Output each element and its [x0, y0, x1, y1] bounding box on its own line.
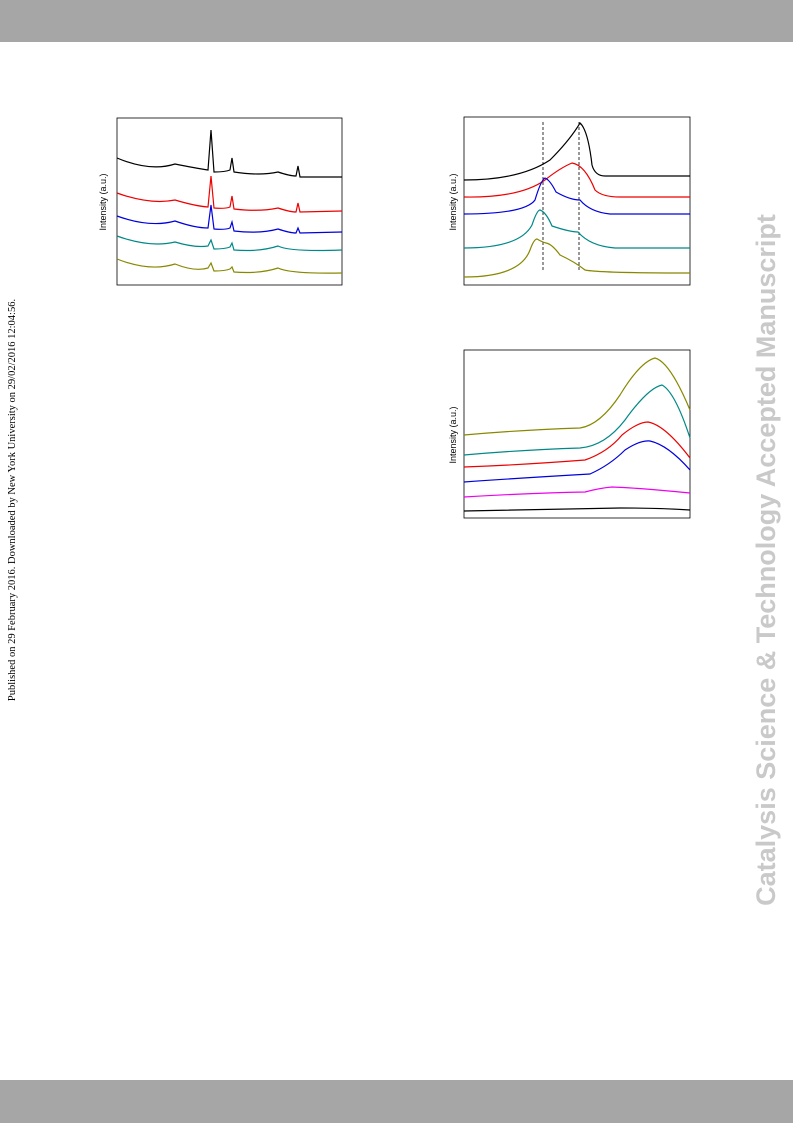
curve — [463, 177, 690, 215]
y-axis-label: Intensity (a.u.) — [448, 406, 458, 463]
curve — [463, 421, 691, 468]
curve — [463, 122, 690, 181]
curve — [463, 384, 691, 456]
figure-1: Intensity (a.u.) — [98, 117, 343, 286]
header-bar — [0, 0, 793, 42]
curve — [463, 238, 691, 278]
footer-bar — [0, 1080, 793, 1123]
curve — [116, 129, 342, 178]
curve — [463, 507, 691, 512]
curve — [116, 258, 343, 274]
curve — [463, 209, 690, 249]
curve — [463, 440, 691, 483]
plot-frame — [116, 117, 343, 286]
watermark: Catalysis Science & Technology Accepted … — [751, 214, 781, 906]
curve — [116, 204, 343, 234]
curve — [116, 235, 343, 252]
plot-frame — [463, 116, 691, 286]
curve — [463, 357, 691, 436]
y-axis-label: Intensity (a.u.) — [98, 173, 108, 230]
curve — [463, 162, 690, 198]
side-note: Published on 29 February 2016. Downloade… — [7, 299, 18, 701]
figure-3: Intensity (a.u.) — [448, 349, 691, 519]
y-axis-label: Intensity (a.u.) — [448, 173, 458, 230]
curve — [463, 486, 691, 498]
plot-frame — [463, 349, 691, 519]
curve — [116, 175, 343, 213]
figure-2: Intensity (a.u.) — [448, 116, 691, 286]
